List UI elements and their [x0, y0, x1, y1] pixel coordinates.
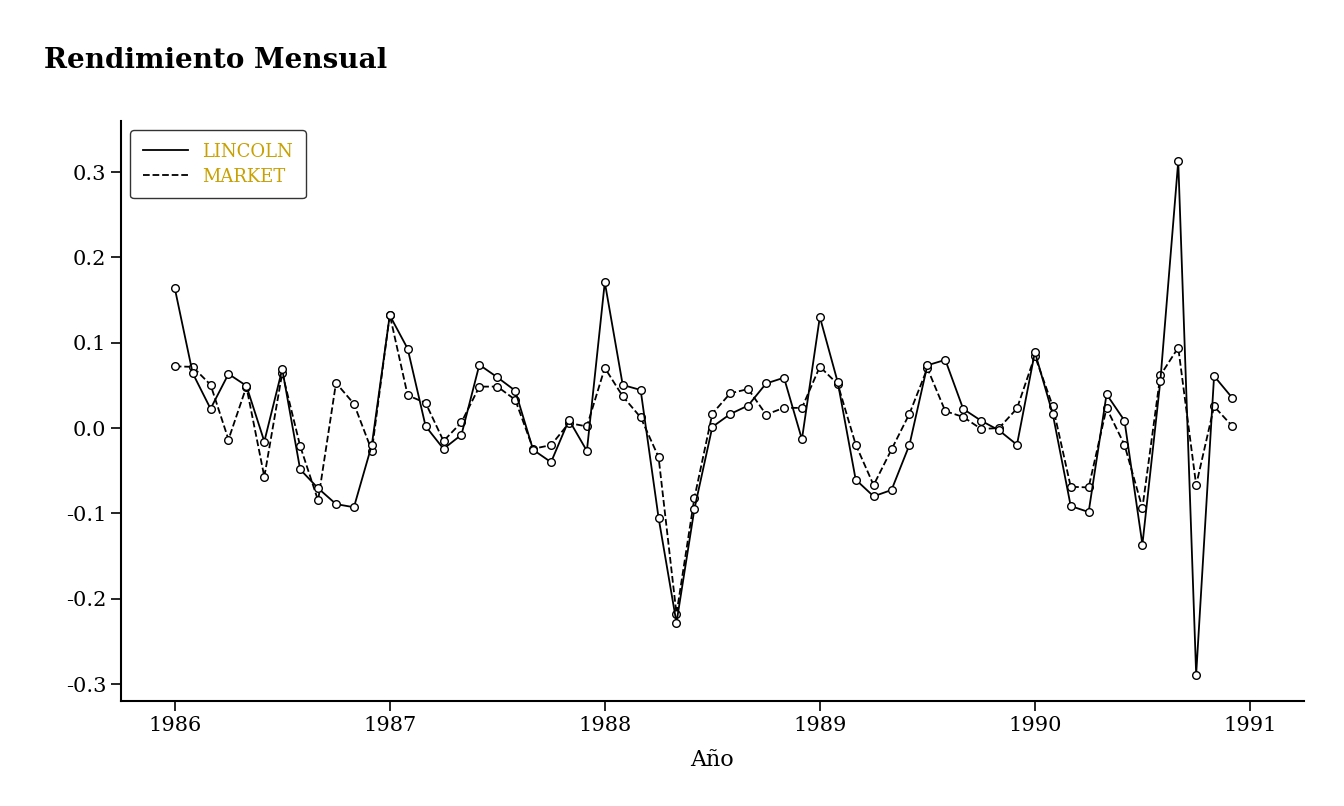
Legend: LINCOLN, MARKET: LINCOLN, MARKET: [130, 130, 305, 198]
MARKET: [489, 382, 505, 392]
LINCOLN: [435, 444, 452, 454]
LINCOLN: [1224, 393, 1241, 402]
LINCOLN: [167, 283, 183, 293]
MARKET: [866, 480, 882, 490]
LINCOLN: [472, 360, 488, 370]
MARKET: [526, 444, 542, 454]
Text: Rendimiento Mensual: Rendimiento Mensual: [44, 48, 387, 74]
Line: LINCOLN: LINCOLN: [171, 157, 1236, 679]
MARKET: [668, 609, 684, 619]
MARKET: [453, 418, 469, 427]
MARKET: [1224, 421, 1241, 430]
LINCOLN: [1188, 670, 1204, 679]
MARKET: [345, 399, 362, 409]
LINCOLN: [507, 386, 523, 396]
LINCOLN: [829, 377, 845, 387]
LINCOLN: [345, 502, 362, 512]
MARKET: [167, 362, 183, 372]
LINCOLN: [1171, 156, 1187, 166]
Line: MARKET: MARKET: [171, 311, 1236, 617]
MARKET: [382, 310, 398, 319]
MARKET: [543, 440, 559, 450]
X-axis label: Año: Año: [691, 749, 734, 771]
LINCOLN: [526, 445, 542, 455]
